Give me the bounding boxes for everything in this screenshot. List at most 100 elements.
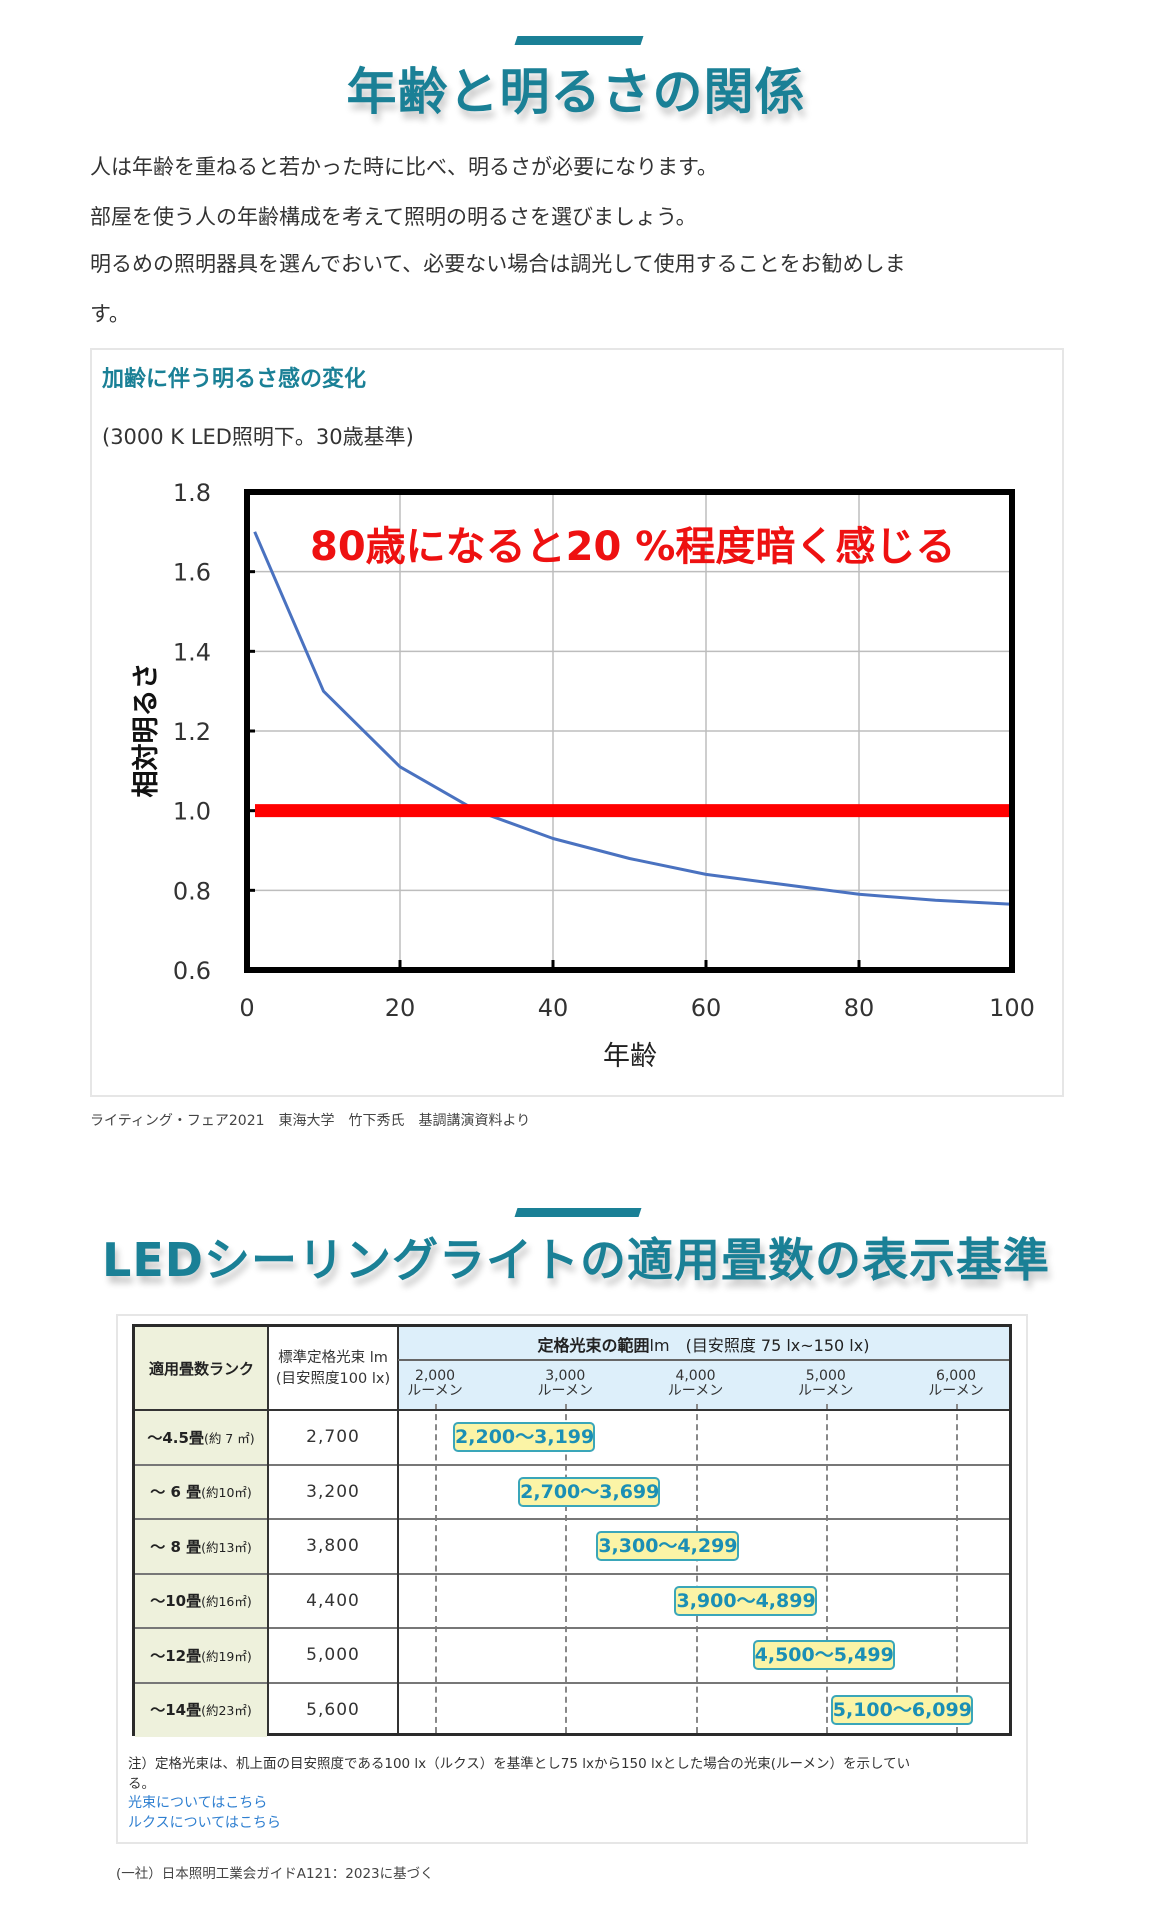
standard-lumen-cell: 3,200 [306,1481,360,1502]
lumen-range-badge: 3,900〜4,899 [674,1585,817,1616]
lumen-range-badge: 3,300〜4,299 [596,1531,739,1561]
scale-gridline [435,1404,437,1733]
rank-tatami: 〜 8 畳 [150,1537,202,1556]
intro-paragraph-line: 明るめの照明器具を選んでおいて、必要ない場合は調光して使用することをお勧めしま [90,252,906,276]
section-title-age-brightness: 年齢と明るさの関係 [346,63,806,121]
section-heading-bar [514,1208,642,1217]
y-tick-label: 1.0 [173,798,211,826]
column-divider [267,1327,269,1733]
rank-cell: 〜12畳 (約19㎡) [135,1628,267,1683]
lumen-range-badge: 4,500〜5,499 [752,1640,895,1670]
lumen-range-badge: 2,700〜3,699 [518,1476,661,1507]
scale-label: 5,000 ルーメン [786,1362,866,1406]
rank-tatami: 〜4.5畳 [147,1428,204,1447]
row-divider [135,1627,1009,1629]
grid-layer [247,492,1012,970]
chart-annotation: 80歳になると20 %程度暗く感じる [310,524,955,570]
link-luminous-flux[interactable]: 光束についてはこちら [128,1795,268,1811]
scale-unit: ルーメン [928,1383,984,1399]
row-divider [135,1572,1009,1575]
rank-cell: 〜 6 畳 (約10㎡) [135,1464,267,1519]
y-tick-label: 1.6 [173,559,211,587]
table-source-caption: (一社）日本照明工業会ガイドA121：2023に基づく [116,1866,434,1882]
rank-cell: 〜10畳 (約16㎡) [135,1573,267,1628]
standard-lumen-cell: 4,400 [306,1590,360,1611]
column-divider [397,1327,399,1733]
scale-label: 6,000 ルーメン [916,1362,996,1406]
scale-value: 3,000 [545,1368,586,1385]
rank-cell: 〜4.5畳 (約 7 ㎡) [135,1410,267,1465]
header-rank-label: 適用畳数ランク [148,1360,254,1378]
scale-label: 4,000 ルーメン [656,1362,736,1406]
tatami-lumen-table: 適用畳数ランク 標準定格光束 lm (目安照度100 lx) 定格光束の範囲 l… [132,1324,1012,1737]
rank-cell: 〜14畳 (約23㎡) [135,1682,267,1737]
header-scale-row [398,1360,1009,1410]
table-note-line: 注）定格光束は、机上面の目安照度である100 lx（ルクス）を基準とし75 lx… [128,1756,911,1772]
rank-area: (約23㎡) [201,1703,252,1719]
header-range: 定格光束の範囲 lm (目安照度 75 lx~150 lx) [398,1327,1009,1360]
header-range-bold: 定格光束の範囲 [537,1335,650,1355]
y-tick-label: 0.6 [173,957,211,985]
scale-unit: ルーメン [537,1383,593,1399]
row-divider [135,1463,1009,1466]
rank-tatami: 〜14畳 [150,1701,202,1720]
header-standard: 標準定格光束 lm (目安照度100 lx) [268,1327,398,1410]
chart-figure-subtitle: (3000 K LED照明下。30歳基準) [102,425,414,449]
rank-area: (約10㎡) [201,1485,252,1501]
rank-tatami: 〜12畳 [150,1646,202,1665]
chart-source-caption: ライティング・フェア2021 東海大学 竹下秀氏 基調講演資料より [90,1113,531,1129]
rank-tatami: 〜 6 畳 [150,1483,202,1502]
scale-label: 3,000 ルーメン [525,1362,605,1406]
header-rank: 適用畳数ランク [135,1327,268,1410]
link-lux[interactable]: ルクスについてはこちら [128,1815,281,1831]
chart-figure-title: 加齢に伴う明るさ感の変化 [102,367,367,392]
scale-unit: ルーメン [667,1383,724,1399]
intro-paragraph-line: 人は年齢を重ねると若かった時に比べ、明るさが必要になります。 [90,155,718,179]
rank-area: (約 7 ㎡) [203,1430,255,1446]
x-tick-label: 60 [691,994,722,1022]
y-tick-label: 1.8 [173,479,211,507]
x-tick-label: 20 [385,994,416,1022]
header-range-rest: lm (目安照度 75 lx~150 lx) [649,1335,870,1355]
row-divider [135,1681,1009,1684]
row-divider [398,1359,1009,1361]
standard-lumen-cell: 2,700 [306,1427,360,1448]
lumen-range-badge: 2,200〜3,199 [453,1422,596,1452]
rank-cell: 〜 8 畳 (約13㎡) [135,1519,267,1574]
y-tick-label: 0.8 [173,877,211,905]
scale-unit: ルーメン [407,1383,463,1399]
brightness-curve [253,531,1013,906]
x-tick-label: 40 [538,994,569,1022]
y-tick-label: 1.4 [173,638,211,666]
standard-lumen-cell: 5,000 [306,1645,360,1666]
standard-lumen-cell: 3,800 [306,1536,360,1557]
x-tick-label: 100 [989,994,1035,1022]
table-note-line: る。 [128,1776,155,1792]
scale-value: 6,000 [935,1368,977,1385]
rank-area: (約13㎡) [201,1539,252,1555]
header-standard-line1: 標準定格光束 lm [278,1350,388,1367]
row-divider [135,1409,1009,1411]
scale-gridline [956,1404,958,1733]
y-tick-label: 1.2 [173,718,211,746]
intro-paragraph-line: す。 [90,302,130,326]
series-layer [253,531,1014,906]
rank-area: (約19㎡) [201,1648,252,1664]
lumen-range-badge: 5,100〜6,099 [830,1694,974,1725]
section-title-led-standard: LEDシーリングライトの適用畳数の表示基準 [102,1233,1050,1287]
brightness-age-chart: 80歳になると20 %程度暗く感じる 0 20 40 60 80 100 0.6 0.8 1.0… [131,479,1035,1072]
scale-gridline [695,1404,698,1733]
x-tick-label: 80 [844,994,875,1022]
intro-paragraph-line: 部屋を使う人の年齢構成を考えて照明の明るさを選びましょう。 [90,205,697,229]
scale-value: 4,000 [675,1368,716,1385]
scale-label: 2,000 ルーメン [395,1362,475,1406]
scale-value: 5,000 [805,1368,846,1385]
tick-layer: 0 20 40 60 80 100 0.6 0.8 1.0 1.2 1.4 1.6 1.8 [173,479,1035,1022]
y-axis-label: 相対明るさ [131,663,162,798]
scale-value: 2,000 [414,1368,456,1385]
scale-gridline [825,1404,828,1733]
rank-area: (約16㎡) [201,1594,252,1610]
rank-tatami: 〜10畳 [150,1592,202,1611]
standard-lumen-cell: 5,600 [306,1699,360,1720]
row-divider [135,1518,1009,1520]
